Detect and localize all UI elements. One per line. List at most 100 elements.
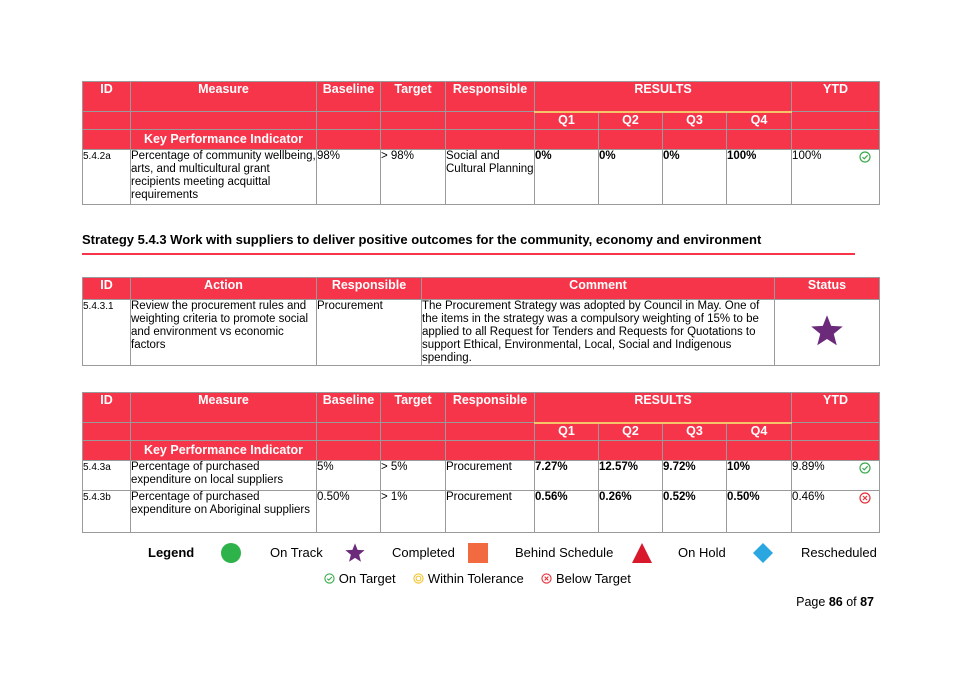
row-responsible: Procurement (445, 490, 535, 533)
header-q3: Q3 (662, 111, 727, 130)
header-kpi: Key Performance Indicator (130, 440, 317, 461)
row-q3: 9.72% (662, 460, 727, 491)
on-hold-triangle-icon (632, 543, 652, 563)
below-target-icon (859, 491, 871, 504)
within-tolerance-icon (413, 573, 424, 584)
target-legend: On Target Within Tolerance Below Target (0, 571, 955, 586)
header-measure: Measure (130, 392, 317, 423)
row-responsible: Social and Cultural Planning (445, 149, 535, 205)
below-target-icon (541, 573, 552, 584)
header-id: ID (82, 81, 131, 112)
kpi-table-5-4-3: ID Measure Baseline Target Responsible R… (82, 392, 881, 533)
row-q1: 7.27% (534, 460, 599, 491)
table-row: 5.4.3a Percentage of purchased expenditu… (82, 460, 881, 491)
row-responsible: Procurement (445, 460, 535, 491)
row-baseline: 0.50% (316, 490, 381, 533)
row-baseline: 5% (316, 460, 381, 491)
row-ytd: 100% (791, 149, 881, 205)
row-comment: The Procurement Strategy was adopted by … (421, 299, 775, 366)
header-q4: Q4 (725, 422, 793, 441)
row-ytd-value: 9.89% (792, 461, 825, 473)
header-responsible: Responsible (316, 277, 422, 300)
header-responsible: Responsible (445, 392, 535, 423)
row-action: Review the procurement rules and weighti… (130, 299, 317, 366)
row-q3: 0.52% (662, 490, 727, 533)
header-target: Target (380, 81, 446, 112)
legend-title: Legend (148, 545, 195, 560)
row-q4: 100% (725, 149, 793, 205)
header-responsible: Responsible (445, 81, 535, 112)
row-q2: 0% (598, 149, 663, 205)
row-measure: Percentage of purchased expenditure on l… (130, 460, 317, 491)
row-baseline: 98% (316, 149, 381, 205)
row-q2: 12.57% (598, 460, 663, 491)
legend-on-hold: On Hold (678, 545, 726, 560)
on-target-icon (324, 573, 335, 584)
legend: Legend On Track Completed Behind Schedul… (82, 541, 879, 565)
header-id: ID (82, 392, 131, 423)
header-action: Action (130, 277, 317, 300)
header-results: RESULTS (533, 392, 793, 424)
row-ytd: 9.89% (791, 460, 881, 491)
row-status (774, 299, 880, 366)
header-comment: Comment (421, 277, 775, 300)
header-ytd: YTD (791, 392, 881, 423)
header-q3: Q3 (662, 422, 727, 441)
row-q4: 10% (725, 460, 793, 491)
page-number: Page 86 of 87 (796, 595, 874, 609)
legend-rescheduled: Rescheduled (801, 545, 877, 560)
row-ytd: 0.46% (791, 490, 881, 533)
table-row: 5.4.3b Percentage of purchased expenditu… (82, 490, 881, 533)
kpi-table-5-4-2: ID Measure Baseline Target Responsible R… (82, 81, 881, 205)
row-responsible: Procurement (316, 299, 422, 366)
header-q1: Q1 (534, 111, 599, 130)
row-measure: Percentage of purchased expenditure on A… (130, 490, 317, 533)
header-target: Target (380, 392, 446, 423)
row-q1: 0.56% (534, 490, 599, 533)
header-id: ID (82, 277, 131, 300)
legend-on-target-entry: On Target (324, 571, 399, 586)
legend-on-target: On Target (338, 571, 396, 586)
row-q2: 0.26% (598, 490, 663, 533)
table-row: 5.4.2a Percentage of community wellbeing… (82, 149, 881, 205)
row-id: 5.4.2a (82, 149, 131, 205)
row-ytd-value: 100% (792, 150, 822, 162)
header-baseline: Baseline (316, 81, 381, 112)
row-q4: 0.50% (725, 490, 793, 533)
on-target-icon (859, 461, 871, 474)
legend-below-target: Below Target (555, 571, 631, 586)
row-target: > 1% (380, 490, 446, 533)
strategy-title: Strategy 5.4.3 Work with suppliers to de… (82, 232, 855, 255)
behind-schedule-square-icon (468, 543, 488, 563)
header-baseline: Baseline (316, 392, 381, 423)
legend-within-tolerance: Within Tolerance (427, 571, 524, 586)
table-row: 5.4.3.1 Review the procurement rules and… (82, 299, 880, 366)
header-q2: Q2 (598, 111, 663, 130)
action-table: ID Action Responsible Comment Status 5.4… (82, 277, 880, 366)
legend-completed: Completed (392, 545, 455, 560)
row-id: 5.4.3.1 (82, 299, 131, 366)
header-q2: Q2 (598, 422, 663, 441)
page-of: of (842, 595, 861, 609)
row-q1: 0% (534, 149, 599, 205)
row-q3: 0% (662, 149, 727, 205)
header-kpi: Key Performance Indicator (130, 129, 317, 150)
on-target-icon (859, 150, 871, 163)
row-measure: Percentage of community wellbeing, arts,… (130, 149, 317, 205)
completed-star-icon (345, 543, 365, 562)
row-id: 5.4.3a (82, 460, 131, 491)
page-current: 86 (828, 595, 843, 609)
header-q4: Q4 (725, 111, 793, 130)
page-total: 87 (860, 595, 874, 609)
row-id: 5.4.3b (82, 490, 131, 533)
legend-below-target-entry: Below Target (541, 571, 631, 586)
row-ytd-value: 0.46% (792, 491, 825, 503)
legend-on-track: On Track (270, 545, 323, 560)
on-track-circle-icon (221, 543, 241, 563)
header-results: RESULTS (533, 81, 793, 113)
header-q1: Q1 (534, 422, 599, 441)
row-target: > 5% (380, 460, 446, 491)
row-target: > 98% (380, 149, 446, 205)
page-prefix: Page (796, 595, 829, 609)
legend-behind-schedule: Behind Schedule (515, 545, 614, 560)
